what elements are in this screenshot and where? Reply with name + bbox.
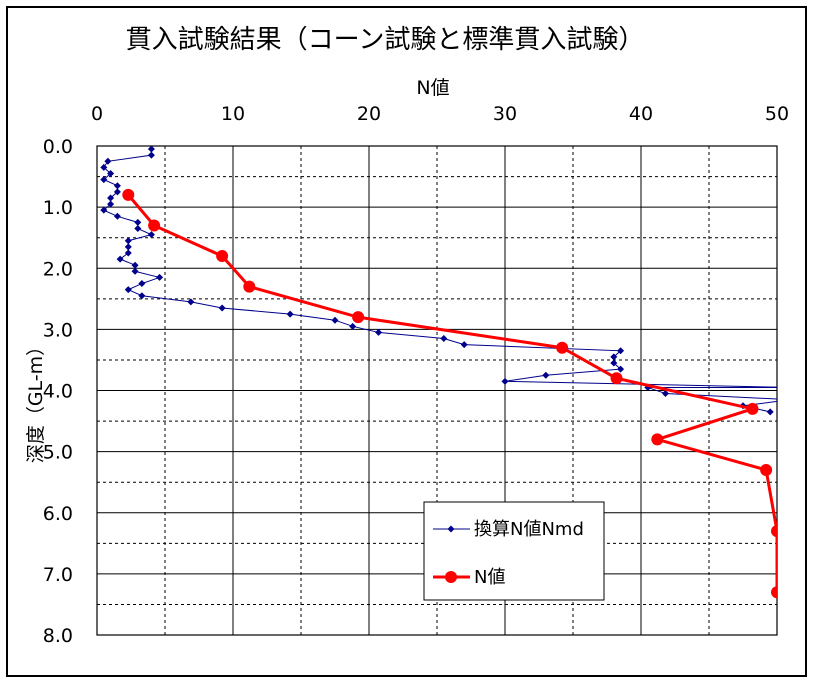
x-tick-label: 0 [91, 103, 103, 125]
converted-n-value-point [617, 365, 625, 373]
converted-n-value-point [156, 273, 164, 281]
legend-label: N値 [474, 567, 505, 588]
converted-n-value-point [147, 151, 155, 159]
converted-n-value-point [331, 316, 339, 324]
converted-n-value-point [542, 371, 550, 379]
converted-n-value-point [147, 146, 155, 153]
converted-n-value-point [138, 280, 146, 288]
y-tick-label: 4.0 [43, 381, 73, 403]
n-value-point [771, 525, 777, 538]
converted-n-value-point [787, 396, 794, 403]
converted-n-value-point [187, 298, 195, 306]
converted-n-value-point [138, 292, 146, 300]
x-tick-label: 50 [765, 103, 789, 125]
converted-n-value-point [104, 157, 112, 165]
converted-n-value-point [107, 170, 115, 178]
converted-n-value-point [107, 200, 115, 208]
converted-n-value-point [113, 212, 121, 220]
chart-frame [6, 6, 807, 677]
y-tick-label: 1.0 [43, 197, 73, 219]
converted-n-value-point [116, 255, 124, 263]
converted-n-value-point [134, 218, 142, 226]
x-tick-label: 10 [221, 103, 245, 125]
x-tick-label: 30 [493, 103, 517, 125]
converted-n-value-point [113, 182, 121, 190]
n-value-point [216, 250, 229, 263]
n-value-point [352, 311, 365, 324]
converted-n-value-point [100, 176, 108, 184]
converted-n-value-point [440, 335, 448, 343]
converted-n-value-point [100, 206, 108, 214]
chart-title: 貫入試験結果（コーン試験と標準貫入試験） [126, 25, 645, 55]
y-tick-label: 6.0 [43, 503, 73, 525]
converted-n-value-line [102, 149, 777, 413]
converted-n-value-point [460, 341, 468, 349]
x-tick-labels: 0 10 20 30 40 50 [91, 103, 789, 125]
legend-marker-diamond [447, 525, 455, 533]
plot-series [100, 146, 794, 599]
x-axis-label: N値 [416, 77, 449, 99]
converted-n-value-point [610, 353, 618, 361]
converted-n-value-point [218, 304, 226, 312]
y-tick-labels: 0.0 1.0 2.0 3.0 4.0 5.0 6.0 7.0 8.0 [43, 136, 73, 647]
x-tick-label: 20 [357, 103, 381, 125]
converted-n-value-point [349, 322, 357, 330]
x-tick-label: 40 [629, 103, 653, 125]
n-value-line [127, 193, 777, 593]
converted-n-value-point [610, 359, 618, 367]
y-tick-label: 3.0 [43, 319, 73, 341]
y-tick-label: 5.0 [43, 442, 73, 464]
legend-label: 換算N値Nmd [474, 519, 584, 540]
y-tick-label: 8.0 [43, 625, 73, 647]
n-value-point [760, 463, 773, 476]
converted-n-value-point [147, 231, 155, 239]
converted-n-value-point [787, 384, 794, 391]
n-value-point [148, 219, 161, 232]
n-value-point [610, 372, 623, 385]
converted-n-value-point [617, 347, 625, 355]
legend-box [423, 501, 605, 601]
converted-n-value-point [124, 237, 132, 245]
converted-n-value-point [113, 188, 121, 196]
converted-n-value-point [501, 377, 509, 385]
converted-n-value-point [131, 267, 139, 275]
y-tick-label: 2.0 [43, 258, 73, 280]
converted-n-value-point [766, 408, 774, 416]
n-value-point [556, 341, 569, 354]
converted-n-value-point [107, 194, 115, 202]
converted-n-value-point [124, 286, 132, 294]
legend: 換算N値Nmd N値 [423, 501, 605, 601]
converted-n-value-point [100, 163, 108, 171]
y-tick-label: 7.0 [43, 564, 73, 586]
converted-n-value-point [286, 310, 294, 318]
converted-n-value-point [134, 225, 142, 233]
converted-n-value-point [661, 390, 669, 398]
n-value-point [243, 280, 256, 293]
y-axis-label: 深度（GL-m） [25, 337, 47, 463]
converted-n-value-point [124, 243, 132, 251]
n-value-point [651, 433, 664, 446]
legend-marker-circle [445, 571, 457, 583]
converted-n-value-point [124, 249, 132, 257]
converted-n-value-point [131, 261, 139, 269]
y-tick-label: 0.0 [43, 136, 73, 158]
n-value-point [771, 586, 777, 599]
n-value-point [122, 188, 135, 201]
n-value-point [746, 402, 759, 415]
converted-n-value-point [375, 328, 383, 336]
